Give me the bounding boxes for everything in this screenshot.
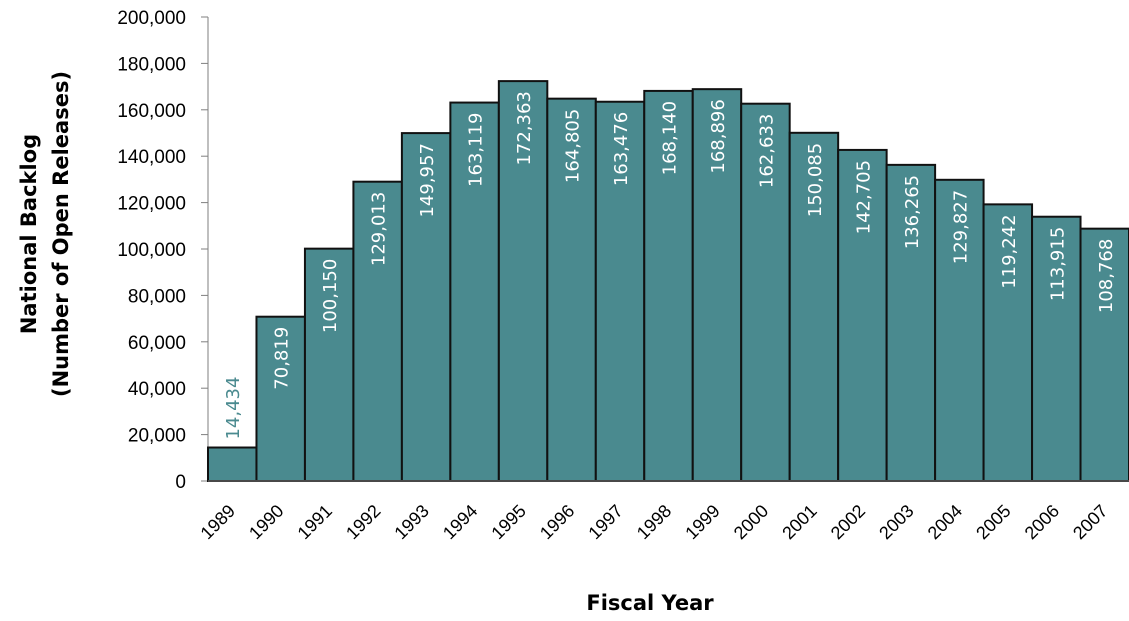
y-tick-label: 60,000 (128, 333, 186, 354)
y-tick-label: 180,000 (117, 54, 186, 75)
x-tick-label: 1999 (681, 501, 723, 543)
bar-labels-group: 14,434 70,819 100,150 129,013 149,957 163,119… (223, 91, 1117, 439)
bar-data-label: 164,805 (563, 109, 584, 183)
bar-data-label: 14,434 (223, 377, 244, 440)
y-tick-label: 0 (175, 472, 186, 493)
bar-data-label: 129,827 (950, 190, 971, 264)
bar-data-label: 163,476 (611, 112, 632, 186)
bar-1990 (255, 315, 306, 482)
y-tick-label: 80,000 (128, 286, 186, 307)
x-tick-label: 1998 (633, 501, 675, 543)
bar-data-label: 168,140 (660, 101, 681, 175)
bar-data-label: 113,915 (1047, 227, 1068, 301)
bar-data-label: 149,957 (417, 143, 438, 217)
bar-1995 (497, 80, 549, 483)
bar-data-label: 136,265 (902, 175, 923, 249)
x-axis: 1989 1990 1991 1992 1993 1994 1995 1996 1997 1998… (197, 480, 1129, 543)
bar-data-label: 163,119 (466, 113, 487, 187)
y-tick-label: 20,000 (128, 426, 186, 447)
x-tick-label: 2003 (875, 501, 917, 543)
bar-2006 (1031, 215, 1082, 482)
bar-1992 (352, 180, 403, 482)
x-tick-label: 1990 (245, 501, 287, 543)
x-tick-label: 1994 (439, 501, 481, 543)
x-tick-label: 2005 (972, 501, 1014, 543)
y-tick-label: 140,000 (117, 147, 186, 168)
bar-1999 (691, 88, 743, 482)
x-tick-label: 1989 (197, 501, 239, 543)
x-tick-label: 2006 (1021, 501, 1063, 543)
bar-2007 (1079, 227, 1129, 482)
x-tick-label: 1997 (584, 501, 626, 543)
x-tick-label: 1993 (391, 501, 433, 543)
bar-data-label: 119,242 (999, 214, 1020, 288)
bar-1997 (594, 100, 646, 482)
y-axis-title-line2: (Number of Open Releases) (49, 71, 73, 397)
x-tick-label: 1996 (536, 501, 578, 543)
bar-data-label: 172,363 (514, 91, 535, 165)
bar-data-label: 168,896 (708, 99, 729, 173)
y-tick-label: 160,000 (117, 101, 186, 122)
x-tick-label: 2001 (778, 501, 820, 543)
y-tick-label: 100,000 (117, 240, 186, 261)
y-tick-label: 40,000 (128, 379, 186, 400)
bar-data-label: 162,633 (756, 114, 777, 188)
bar-1989 (207, 446, 258, 483)
bars-group (207, 80, 1129, 483)
bar-data-label: 108,768 (1096, 239, 1117, 313)
bar-2005 (982, 203, 1034, 483)
y-axis-title-line1: National Backlog (17, 134, 41, 334)
x-tick-label: 2007 (1069, 501, 1111, 543)
x-tick-label: 2002 (827, 501, 869, 543)
bar-2004 (934, 178, 985, 482)
x-tick-label: 2000 (730, 501, 772, 543)
bar-data-label: 150,085 (805, 143, 826, 217)
y-tick-label: 200,000 (117, 8, 186, 29)
bar-data-label: 100,150 (320, 259, 341, 333)
x-tick-label: 1992 (342, 501, 384, 543)
bar-data-label: 142,705 (853, 160, 874, 234)
bar-data-label: 70,819 (272, 327, 293, 390)
y-tick-label: 120,000 (117, 194, 186, 215)
bar-data-label: 129,013 (369, 192, 390, 266)
x-axis-title: Fiscal Year (586, 591, 714, 615)
y-axis: 0 20,000 40,000 60,000 80,000 100,000 120,000 1… (117, 8, 209, 493)
bar-1998 (643, 89, 694, 483)
x-tick-label: 1991 (294, 501, 336, 543)
x-tick-label: 2004 (924, 501, 966, 543)
x-tick-label: 1995 (487, 501, 529, 543)
